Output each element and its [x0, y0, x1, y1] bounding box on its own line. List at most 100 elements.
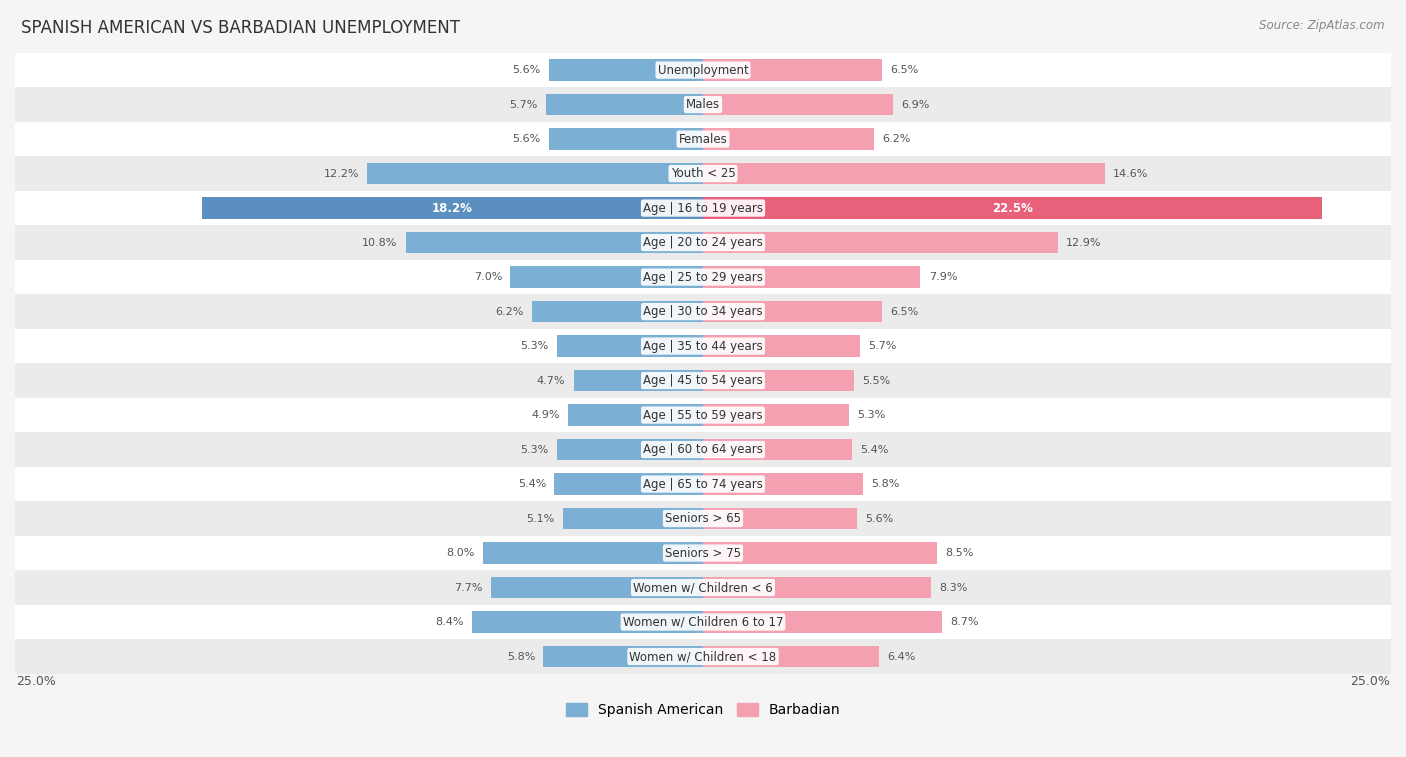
Bar — [15, 501, 1391, 536]
Bar — [15, 294, 1391, 329]
Text: 22.5%: 22.5% — [993, 201, 1033, 214]
Text: Age | 35 to 44 years: Age | 35 to 44 years — [643, 340, 763, 353]
Text: 25.0%: 25.0% — [1350, 674, 1389, 688]
Text: 5.7%: 5.7% — [509, 100, 538, 110]
Bar — [15, 226, 1391, 260]
Bar — [15, 260, 1391, 294]
Text: 5.8%: 5.8% — [870, 479, 900, 489]
Bar — [703, 473, 863, 495]
Bar — [482, 542, 703, 564]
Text: 8.7%: 8.7% — [950, 617, 979, 627]
Bar — [703, 129, 873, 150]
Text: 5.3%: 5.3% — [858, 410, 886, 420]
Text: Age | 65 to 74 years: Age | 65 to 74 years — [643, 478, 763, 491]
Text: Age | 16 to 19 years: Age | 16 to 19 years — [643, 201, 763, 214]
Text: Age | 45 to 54 years: Age | 45 to 54 years — [643, 374, 763, 387]
Bar — [406, 232, 703, 254]
Text: 6.2%: 6.2% — [496, 307, 524, 316]
Text: 5.4%: 5.4% — [860, 444, 889, 454]
Bar — [557, 439, 703, 460]
Text: 10.8%: 10.8% — [363, 238, 398, 248]
Text: Age | 30 to 34 years: Age | 30 to 34 years — [643, 305, 763, 318]
Text: Age | 20 to 24 years: Age | 20 to 24 years — [643, 236, 763, 249]
Bar — [703, 335, 860, 357]
Text: 6.9%: 6.9% — [901, 100, 929, 110]
Text: 5.6%: 5.6% — [865, 513, 894, 524]
Bar — [548, 59, 703, 81]
Bar — [15, 191, 1391, 226]
Bar — [510, 266, 703, 288]
Text: 5.1%: 5.1% — [526, 513, 554, 524]
Text: 5.5%: 5.5% — [863, 375, 891, 385]
Bar — [703, 301, 882, 322]
Bar — [15, 122, 1391, 157]
Bar — [546, 94, 703, 115]
Bar — [703, 59, 882, 81]
Bar — [15, 605, 1391, 639]
Bar — [703, 439, 852, 460]
Bar — [15, 536, 1391, 570]
Bar — [543, 646, 703, 667]
Text: 5.7%: 5.7% — [868, 341, 897, 351]
Bar — [703, 508, 858, 529]
Text: Age | 60 to 64 years: Age | 60 to 64 years — [643, 443, 763, 456]
Text: 5.4%: 5.4% — [517, 479, 546, 489]
Text: 12.2%: 12.2% — [323, 169, 359, 179]
Text: 5.3%: 5.3% — [520, 341, 548, 351]
Bar — [15, 467, 1391, 501]
Bar — [15, 570, 1391, 605]
Bar — [703, 163, 1105, 184]
Bar — [562, 508, 703, 529]
Bar — [15, 53, 1391, 87]
Bar — [703, 370, 855, 391]
Text: Women w/ Children < 6: Women w/ Children < 6 — [633, 581, 773, 594]
Text: Source: ZipAtlas.com: Source: ZipAtlas.com — [1260, 19, 1385, 32]
Text: Seniors > 75: Seniors > 75 — [665, 547, 741, 559]
Bar — [15, 329, 1391, 363]
Bar — [367, 163, 703, 184]
Text: 14.6%: 14.6% — [1114, 169, 1149, 179]
Bar — [548, 129, 703, 150]
Bar — [703, 94, 893, 115]
Bar — [703, 612, 942, 633]
Text: 7.0%: 7.0% — [474, 272, 502, 282]
Text: 8.5%: 8.5% — [945, 548, 973, 558]
Bar — [491, 577, 703, 598]
Bar — [574, 370, 703, 391]
Text: 7.7%: 7.7% — [454, 583, 482, 593]
Bar — [15, 157, 1391, 191]
Bar — [703, 198, 1322, 219]
Bar — [15, 398, 1391, 432]
Bar — [703, 404, 849, 425]
Bar — [15, 363, 1391, 398]
Text: 5.6%: 5.6% — [512, 65, 541, 75]
Bar — [15, 639, 1391, 674]
Bar — [472, 612, 703, 633]
Legend: Spanish American, Barbadian: Spanish American, Barbadian — [560, 698, 846, 723]
Bar — [533, 301, 703, 322]
Text: Age | 55 to 59 years: Age | 55 to 59 years — [643, 409, 763, 422]
Bar — [703, 542, 936, 564]
Bar — [703, 232, 1057, 254]
Bar — [568, 404, 703, 425]
Text: 6.4%: 6.4% — [887, 652, 915, 662]
Text: 6.5%: 6.5% — [890, 65, 918, 75]
Text: 8.4%: 8.4% — [434, 617, 464, 627]
Text: 8.0%: 8.0% — [446, 548, 475, 558]
Text: Seniors > 65: Seniors > 65 — [665, 512, 741, 525]
Text: Males: Males — [686, 98, 720, 111]
Bar — [202, 198, 703, 219]
Text: Women w/ Children 6 to 17: Women w/ Children 6 to 17 — [623, 615, 783, 628]
Text: 12.9%: 12.9% — [1066, 238, 1102, 248]
Text: SPANISH AMERICAN VS BARBADIAN UNEMPLOYMENT: SPANISH AMERICAN VS BARBADIAN UNEMPLOYME… — [21, 19, 460, 37]
Text: 6.5%: 6.5% — [890, 307, 918, 316]
Text: Age | 25 to 29 years: Age | 25 to 29 years — [643, 270, 763, 284]
Text: 18.2%: 18.2% — [432, 201, 472, 214]
Text: 4.7%: 4.7% — [537, 375, 565, 385]
Text: 4.9%: 4.9% — [531, 410, 560, 420]
Text: Youth < 25: Youth < 25 — [671, 167, 735, 180]
Text: 5.6%: 5.6% — [512, 134, 541, 144]
Text: 25.0%: 25.0% — [17, 674, 56, 688]
Text: 5.8%: 5.8% — [506, 652, 536, 662]
Bar — [15, 87, 1391, 122]
